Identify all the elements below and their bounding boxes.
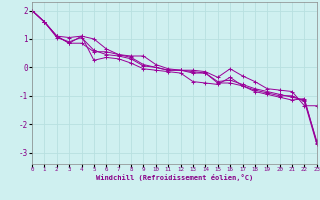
X-axis label: Windchill (Refroidissement éolien,°C): Windchill (Refroidissement éolien,°C)	[96, 174, 253, 181]
